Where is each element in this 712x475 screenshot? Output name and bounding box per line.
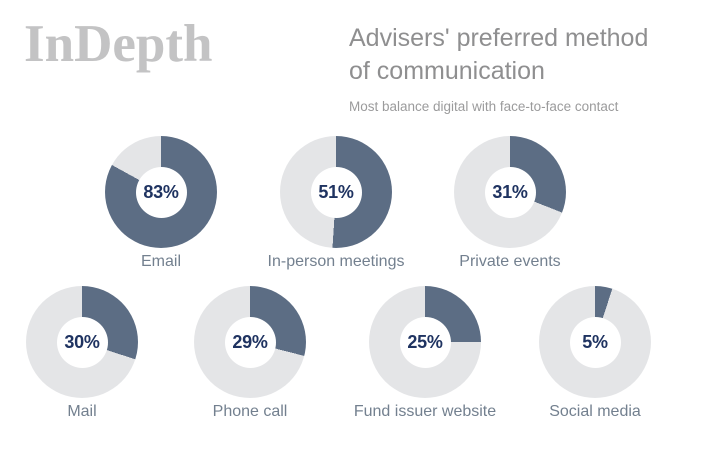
- donut-category-label: In-person meetings: [267, 253, 405, 270]
- donut-ring-in-person-meetings: 51%: [280, 136, 392, 248]
- donut-social-media: 5% Social media: [503, 286, 687, 421]
- donut-category-label: Social media: [549, 403, 641, 420]
- donut-category-label: Email: [140, 253, 181, 270]
- donut-ring-social-media: 5%: [539, 286, 651, 398]
- donut-percent-value: 31%: [492, 181, 528, 202]
- donut-hole: [310, 166, 362, 218]
- donut-hole: [135, 166, 187, 218]
- donut-category-label: Phone call: [212, 403, 288, 420]
- chart-subtitle: Most balance digital with face-to-face c…: [349, 99, 619, 114]
- donut-hole: [224, 316, 276, 368]
- donut-category-label: Private events: [459, 253, 561, 270]
- donut-percent-value: 30%: [64, 331, 100, 352]
- donut-category-label: Fund issuer website: [353, 403, 497, 420]
- donut-hole: [56, 316, 108, 368]
- donut-ring-phone-call: 29%: [194, 286, 306, 398]
- donut-ring-fund-issuer-website: 25%: [369, 286, 481, 398]
- donut-hole: [484, 166, 536, 218]
- donut-hole: [399, 316, 451, 368]
- chart-header: Advisers' preferred method of communicat…: [349, 22, 699, 114]
- donut-percent-value: 29%: [232, 331, 268, 352]
- donut-mail: 30% Mail: [0, 286, 174, 421]
- donut-hole: [569, 316, 621, 368]
- donut-ring-email: 83%: [105, 136, 217, 248]
- donut-in-person-meetings: 51% In-person meetings: [244, 136, 428, 271]
- donut-ring-mail: 30%: [26, 286, 138, 398]
- donut-fund-issuer-website: 25% Fund issuer website: [333, 286, 517, 421]
- donut-percent-value: 5%: [582, 331, 608, 352]
- donut-percent-value: 51%: [318, 181, 354, 202]
- chart-title-line-2: of communication: [349, 57, 545, 85]
- indepth-logo: InDepth: [24, 15, 213, 73]
- donut-private-events: 31% Private events: [418, 136, 602, 271]
- donut-phone-call: 29% Phone call: [158, 286, 342, 421]
- donut-percent-value: 83%: [143, 181, 179, 202]
- donut-percent-value: 25%: [407, 331, 443, 352]
- donut-category-label: Mail: [67, 403, 97, 420]
- donut-email: 83% Email: [69, 136, 253, 271]
- chart-title-line-1: Advisers' preferred method: [349, 24, 649, 52]
- donut-ring-private-events: 31%: [454, 136, 566, 248]
